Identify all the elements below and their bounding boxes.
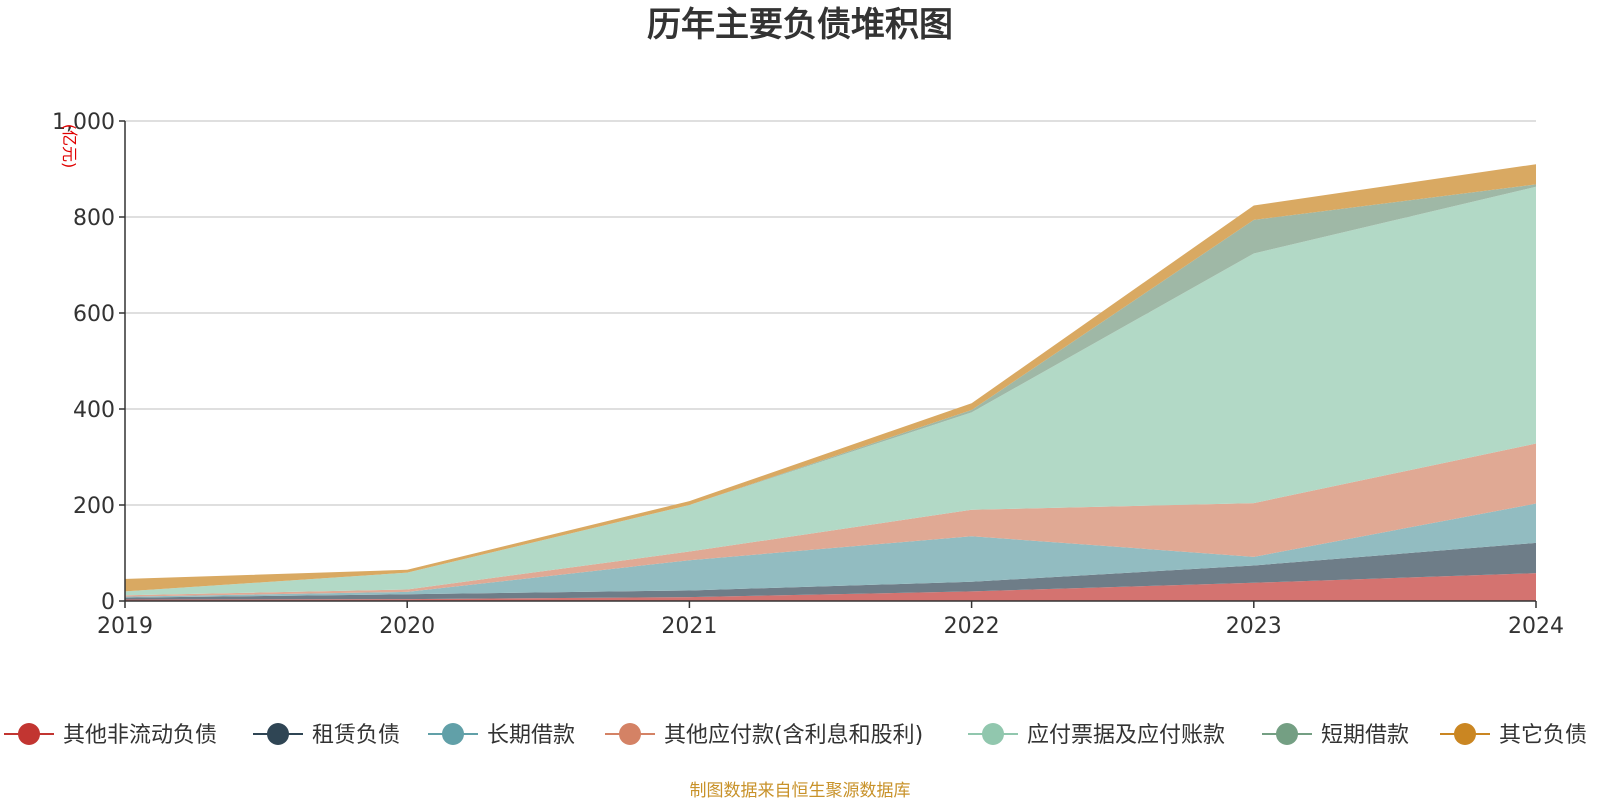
- y-tick-label: 200: [73, 494, 115, 519]
- y-tick-label: 0: [101, 590, 115, 615]
- legend-item-1[interactable]: 租赁负债: [253, 723, 400, 748]
- legend-label: 其它负债: [1499, 723, 1587, 748]
- chart-title: 历年主要负债堆积图: [647, 5, 953, 45]
- series-areas: [125, 164, 1536, 601]
- legend-marker: [619, 723, 641, 745]
- y-axis-unit-label: (亿元): [60, 124, 79, 169]
- x-tick-label: 2024: [1508, 614, 1564, 639]
- x-tick-label: 2021: [661, 614, 717, 639]
- legend-label: 其他应付款(含利息和股利): [664, 723, 923, 748]
- legend-marker: [1454, 723, 1476, 745]
- legend-item-5[interactable]: 短期借款: [1262, 723, 1409, 748]
- legend-item-3[interactable]: 其他应付款(含利息和股利): [605, 723, 923, 748]
- legend-marker: [1276, 723, 1298, 745]
- legend-item-6[interactable]: 其它负债: [1440, 723, 1587, 748]
- legend-label: 长期借款: [487, 723, 575, 748]
- legend: 其他非流动负债 租赁负债 长期借款 其他应付款(含利息和股利) 应付票据及应付账款 短期借…: [4, 723, 1587, 748]
- axes: 0 200 400 600 800 1,000 2019 2020 2021 2022 2023 20…: [52, 110, 1564, 639]
- area-series-4: [125, 186, 1536, 596]
- legend-item-4[interactable]: 应付票据及应付账款: [968, 723, 1225, 748]
- legend-marker: [18, 723, 40, 745]
- x-tick-label: 2022: [944, 614, 1000, 639]
- legend-item-2[interactable]: 长期借款: [428, 723, 575, 748]
- area-series-5: [125, 184, 1536, 592]
- y-tick-label: 1,000: [52, 110, 115, 135]
- legend-label: 其他非流动负债: [63, 723, 217, 748]
- area-series-3: [125, 443, 1536, 597]
- legend-label: 应付票据及应付账款: [1027, 723, 1225, 748]
- legend-label: 租赁负债: [312, 723, 400, 748]
- legend-marker: [442, 723, 464, 745]
- area-series-0: [125, 573, 1536, 601]
- area-series-2: [125, 503, 1536, 598]
- y-tick-label: 400: [73, 398, 115, 423]
- x-tick-label: 2019: [97, 614, 153, 639]
- legend-label: 短期借款: [1321, 723, 1409, 748]
- x-tick-label: 2020: [379, 614, 435, 639]
- area-series-1: [125, 542, 1536, 600]
- y-tick-label: 800: [73, 206, 115, 231]
- y-tick-label: 600: [73, 302, 115, 327]
- data-source-footer: 制图数据来自恒生聚源数据库: [690, 781, 911, 800]
- legend-marker: [267, 723, 289, 745]
- legend-marker: [982, 723, 1004, 745]
- x-tick-label: 2023: [1226, 614, 1282, 639]
- legend-item-0[interactable]: 其他非流动负债: [4, 723, 217, 748]
